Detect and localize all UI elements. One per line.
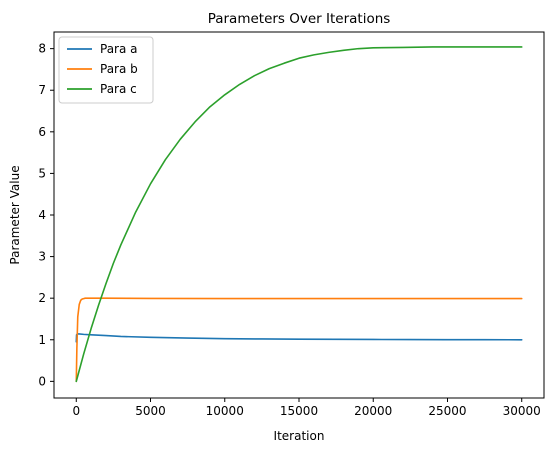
x-tick-label: 5000	[135, 404, 166, 418]
x-tick-label: 15000	[280, 404, 318, 418]
y-axis-label: Parameter Value	[8, 165, 22, 264]
chart-title: Parameters Over Iterations	[208, 11, 391, 27]
y-tick-label: 5	[38, 166, 46, 180]
legend-box	[58, 36, 154, 104]
y-tick-label: 2	[38, 291, 46, 305]
x-tick-label: 10000	[206, 404, 244, 418]
series-line-2	[75, 297, 523, 383]
y-tick-label: 3	[38, 250, 46, 264]
legend-label: Para b	[100, 62, 138, 76]
series-line-1	[75, 333, 523, 343]
y-tick-label: 1	[38, 333, 46, 347]
x-tick-label: 20000	[354, 404, 392, 418]
y-tick-label: 8	[38, 42, 46, 56]
x-tick-label: 30000	[503, 404, 541, 418]
plot-lines	[75, 46, 523, 383]
y-tick-label: 6	[38, 125, 46, 139]
legend: Para a Para b Para c	[58, 36, 154, 104]
y-axis-ticks: 0 1 2 3 4 5 6 7 8	[38, 42, 54, 388]
y-tick-label: 4	[38, 208, 46, 222]
x-tick-label: 25000	[428, 404, 466, 418]
x-tick-label: 0	[72, 404, 80, 418]
y-tick-label: 0	[38, 374, 46, 388]
x-axis-ticks: 0 5000 10000 15000 20000 25000 30000	[72, 398, 541, 418]
legend-label: Para c	[100, 82, 137, 96]
series-line-3	[75, 46, 523, 383]
y-tick-label: 7	[38, 83, 46, 97]
legend-label: Para a	[100, 42, 138, 56]
x-axis-label: Iteration	[274, 429, 325, 443]
